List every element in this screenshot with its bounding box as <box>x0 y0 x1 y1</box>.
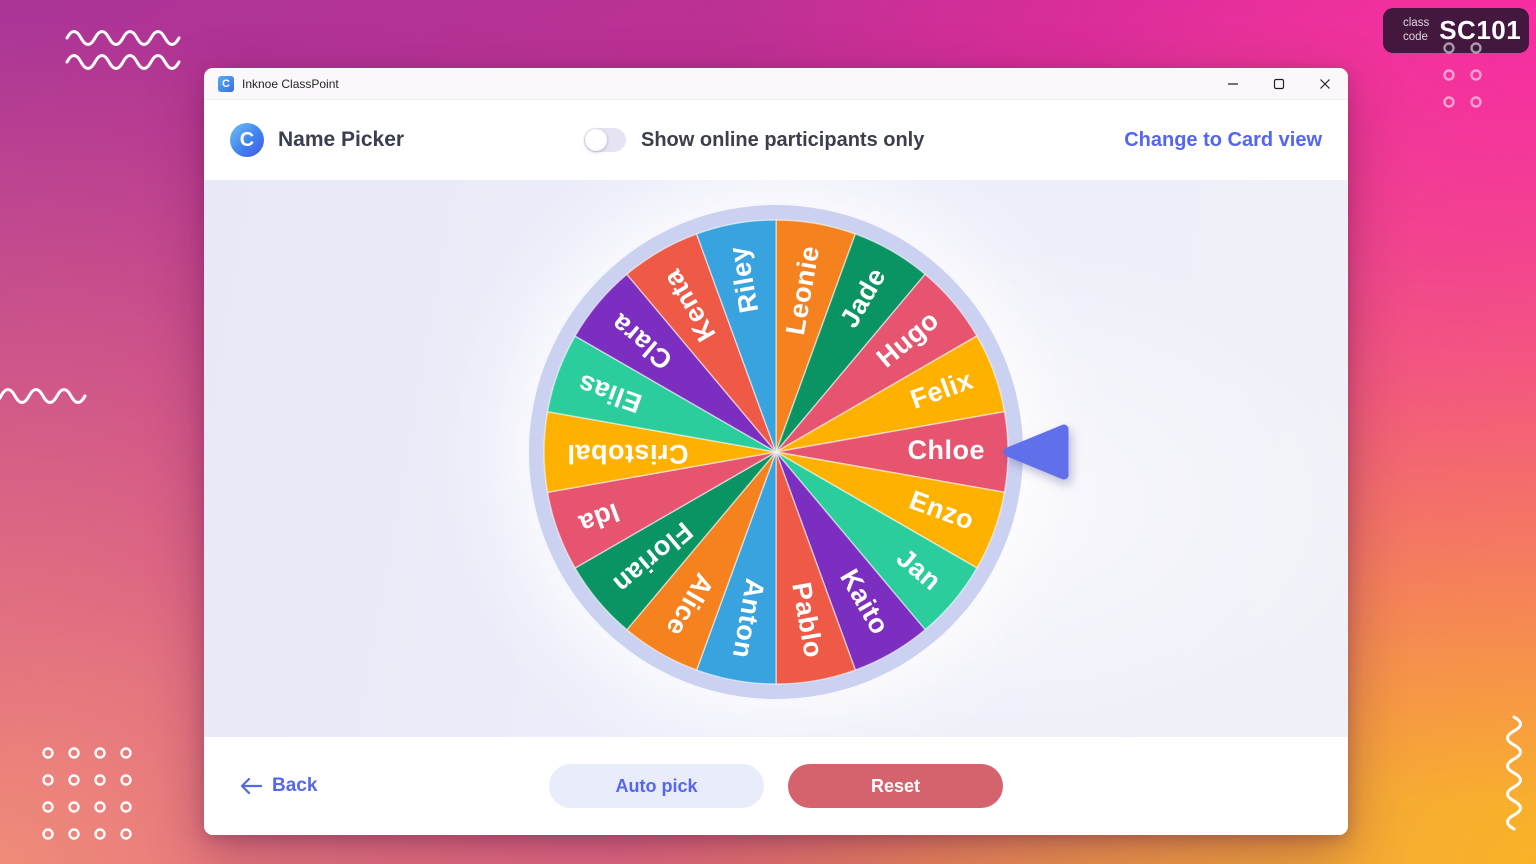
class-code-badge: class code SC101 <box>1383 8 1529 53</box>
reset-button[interactable]: Reset <box>788 764 1003 808</box>
wheel-stage: Leonie Jade Hugo Felix Chloe Enzo Jan Kaito Pabl… <box>204 180 1348 737</box>
auto-pick-button[interactable]: Auto pick <box>549 764 764 808</box>
maximize-icon <box>1273 78 1285 89</box>
online-participants-toggle-label: Show online participants only <box>641 128 925 151</box>
wave-squiggle-decoration <box>64 50 182 72</box>
picker-header: C Name Picker Show online participants o… <box>204 100 1348 180</box>
close-icon <box>1320 78 1330 89</box>
window-titlebar: C Inknoe ClassPoint <box>204 68 1348 100</box>
back-label: Back <box>272 775 318 796</box>
dot-grid-decoration <box>40 745 150 853</box>
back-button[interactable]: Back <box>240 737 317 835</box>
name-wheel[interactable]: Leonie Jade Hugo Felix Chloe Enzo Jan Kaito Pabl… <box>526 202 1026 702</box>
toggle-knob <box>585 129 607 151</box>
arrow-left-icon <box>240 778 262 794</box>
wheel-segment[interactable] <box>695 219 777 453</box>
classpoint-window: C Inknoe ClassPoint C Name Picker Show o… <box>204 68 1348 835</box>
wheel-pointer-icon <box>1000 422 1076 482</box>
minimize-button[interactable] <box>1210 68 1256 99</box>
minimize-icon <box>1228 82 1238 85</box>
online-participants-toggle[interactable] <box>584 128 626 152</box>
change-view-link[interactable]: Change to Card view <box>1124 128 1322 151</box>
picker-footer: Back Auto pick Reset <box>204 737 1348 835</box>
wave-squiggle-decoration <box>1502 714 1524 834</box>
wheel-segment-label: Chloe <box>907 435 985 465</box>
wave-squiggle-decoration <box>64 26 182 48</box>
class-code-label: class code <box>1403 17 1430 43</box>
class-code-value: SC101 <box>1439 15 1522 45</box>
wheel-segment-label: Cristobal <box>567 439 689 469</box>
close-button[interactable] <box>1302 68 1348 99</box>
app-icon: C <box>218 75 234 92</box>
wave-squiggle-decoration <box>0 384 88 406</box>
classpoint-logo-icon: C <box>230 123 264 157</box>
window-title: Inknoe ClassPoint <box>242 76 339 91</box>
page-title: Name Picker <box>278 128 405 151</box>
maximize-button[interactable] <box>1256 68 1302 99</box>
